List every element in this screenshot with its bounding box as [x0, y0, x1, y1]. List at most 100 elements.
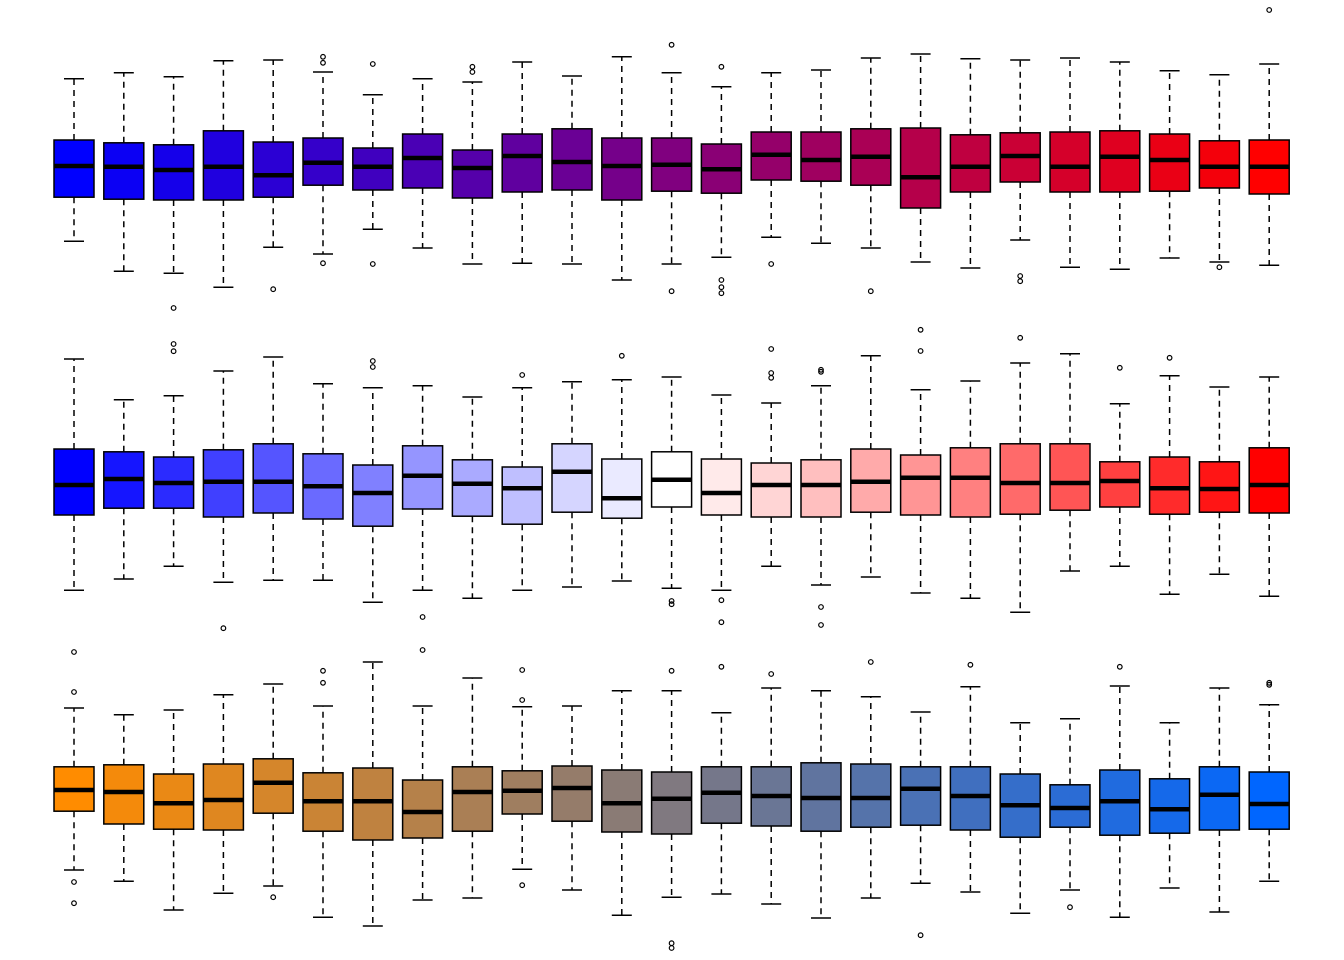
outlier	[718, 597, 725, 604]
outlier	[917, 932, 924, 939]
outlier	[668, 667, 675, 674]
outlier	[320, 260, 326, 267]
outlier	[768, 374, 775, 381]
outlier	[1116, 663, 1123, 670]
box	[700, 458, 743, 516]
box	[53, 139, 95, 198]
outlier	[71, 900, 77, 907]
outlier	[818, 622, 824, 628]
outlier	[1216, 264, 1223, 271]
outlier	[469, 63, 476, 70]
box	[501, 133, 543, 193]
outlier	[270, 894, 277, 901]
box	[202, 763, 245, 831]
outlier	[170, 341, 177, 347]
outlier	[618, 352, 625, 359]
outlier	[1266, 7, 1273, 13]
outlier	[867, 288, 874, 295]
box	[252, 758, 294, 814]
box	[899, 127, 942, 209]
outlier	[170, 305, 177, 311]
outlier	[419, 647, 426, 653]
box	[1198, 140, 1241, 189]
outlier	[768, 261, 775, 267]
box	[451, 766, 494, 832]
outlier	[1017, 334, 1024, 341]
outlier	[71, 879, 77, 885]
box	[1248, 447, 1290, 514]
box	[1099, 130, 1141, 193]
box	[53, 448, 95, 516]
box	[1148, 456, 1191, 515]
box	[850, 763, 892, 828]
box	[451, 459, 494, 517]
outlier	[768, 346, 775, 352]
outlier	[1116, 364, 1123, 371]
box	[501, 466, 543, 525]
outlier	[1166, 354, 1173, 361]
box	[949, 134, 992, 193]
outlier	[1266, 681, 1273, 688]
outlier	[967, 661, 974, 668]
box	[451, 149, 494, 199]
outlier	[270, 286, 277, 293]
box	[352, 464, 394, 527]
outlier	[668, 288, 675, 295]
box	[899, 766, 942, 826]
box	[1148, 778, 1191, 834]
outlier	[519, 372, 526, 378]
outlier	[320, 53, 326, 60]
outlier	[1017, 273, 1024, 279]
box	[401, 779, 444, 839]
outlier	[1017, 278, 1024, 285]
box	[103, 142, 145, 200]
outlier	[519, 697, 526, 703]
outlier	[220, 625, 227, 632]
box	[103, 764, 145, 825]
box	[650, 771, 693, 835]
outlier	[718, 277, 725, 283]
box	[152, 144, 195, 201]
outlier	[718, 290, 725, 297]
outlier	[668, 940, 675, 947]
box	[252, 443, 294, 514]
box	[800, 131, 842, 182]
outlier	[867, 659, 874, 665]
box	[1049, 131, 1091, 193]
box	[1248, 771, 1290, 830]
box	[401, 133, 444, 189]
box	[601, 458, 643, 519]
outlier	[768, 671, 775, 677]
outlier	[419, 614, 426, 620]
box	[800, 459, 842, 518]
outlier	[917, 348, 924, 354]
outlier	[369, 364, 376, 370]
box	[949, 447, 992, 518]
box	[601, 137, 643, 201]
outlier	[71, 689, 77, 695]
outlier	[369, 261, 376, 267]
box	[551, 765, 593, 822]
outlier	[71, 649, 77, 655]
outlier	[668, 601, 675, 608]
outlier	[1266, 679, 1273, 686]
outlier	[718, 284, 725, 291]
box	[1099, 461, 1141, 508]
box	[1198, 766, 1241, 831]
box	[252, 141, 294, 198]
box	[551, 443, 593, 513]
box	[999, 443, 1041, 515]
outlier	[1067, 904, 1073, 911]
outlier	[768, 370, 775, 376]
outlier	[320, 667, 326, 674]
box	[949, 766, 992, 831]
outlier	[469, 69, 476, 75]
outlier	[818, 368, 824, 375]
box	[1049, 443, 1091, 511]
box	[1148, 133, 1191, 192]
outlier	[668, 598, 675, 604]
outlier	[668, 41, 675, 48]
outlier	[519, 882, 526, 889]
box	[352, 767, 394, 841]
